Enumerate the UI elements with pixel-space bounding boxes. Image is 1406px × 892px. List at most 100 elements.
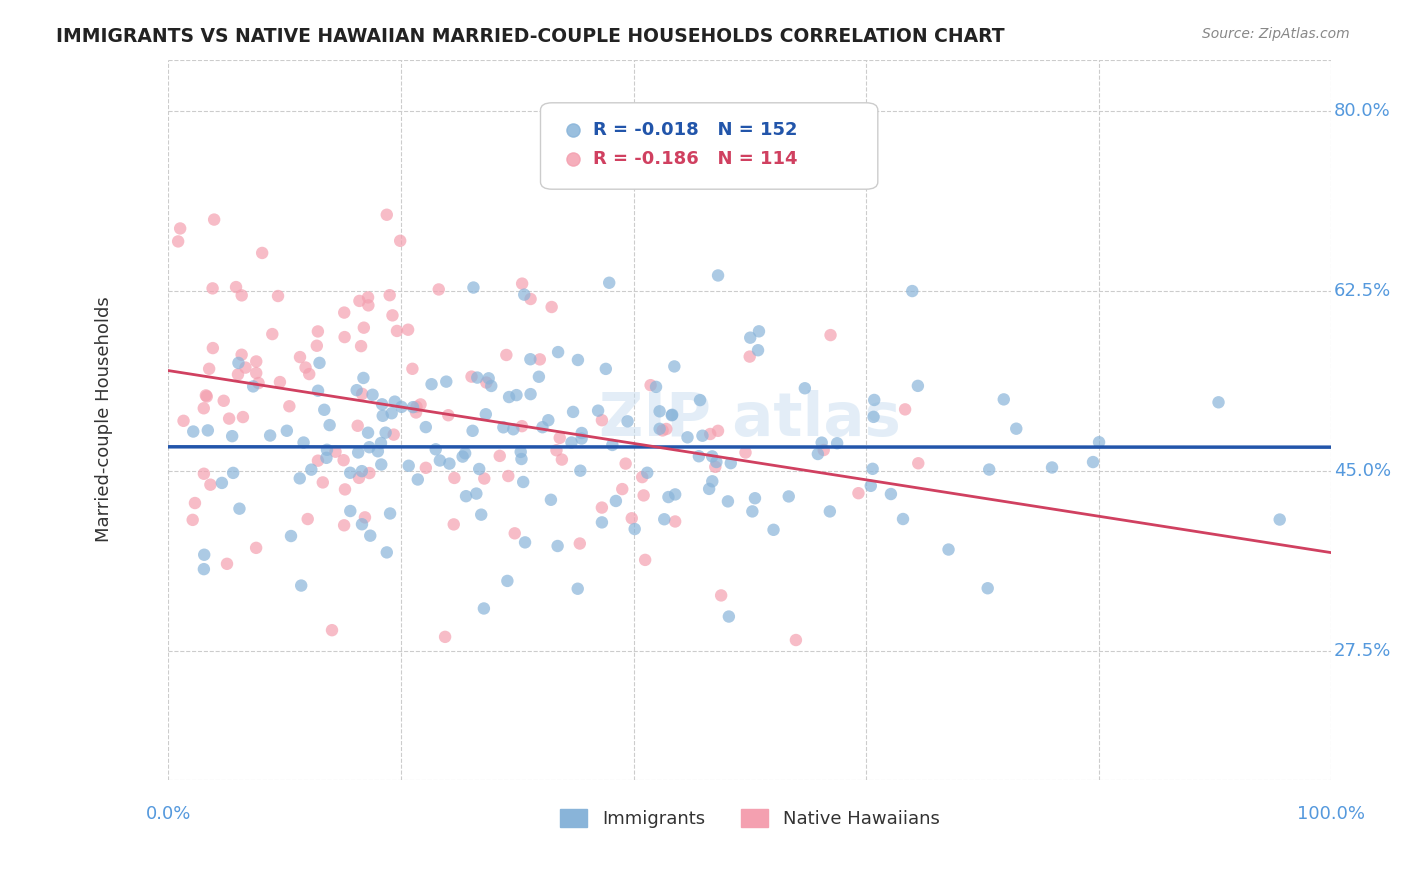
Immigrants [425, 442, 447, 457]
Immigrants [359, 529, 381, 543]
Immigrants [292, 435, 315, 450]
Text: 62.5%: 62.5% [1334, 282, 1391, 300]
Immigrants [439, 457, 461, 471]
Immigrants [1088, 435, 1111, 450]
Native Hawaiians [333, 518, 356, 533]
Immigrants [472, 601, 495, 615]
Immigrants [979, 462, 1001, 476]
Immigrants [465, 486, 488, 500]
Native Hawaiians [510, 419, 533, 434]
Immigrants [605, 494, 627, 508]
Immigrants [384, 394, 406, 409]
Immigrants [741, 504, 763, 518]
Native Hawaiians [381, 309, 404, 323]
Immigrants [339, 504, 361, 518]
Immigrants [276, 424, 298, 438]
Immigrants [290, 578, 312, 592]
Native Hawaiians [297, 512, 319, 526]
Immigrants [1268, 512, 1291, 526]
Immigrants [571, 425, 593, 440]
Native Hawaiians [349, 293, 371, 308]
Native Hawaiians [510, 277, 533, 291]
Immigrants [280, 529, 302, 543]
Native Hawaiians [181, 513, 204, 527]
Native Hawaiians [488, 449, 510, 463]
Native Hawaiians [218, 411, 240, 425]
Native Hawaiians [640, 378, 662, 392]
Immigrants [315, 450, 337, 465]
Point [562, 40, 585, 54]
Native Hawaiians [503, 526, 526, 541]
Point [562, 0, 585, 13]
Immigrants [598, 276, 620, 290]
Immigrants [228, 501, 250, 516]
Native Hawaiians [245, 354, 267, 368]
Native Hawaiians [198, 361, 221, 376]
Immigrants [859, 479, 882, 493]
Immigrants [475, 407, 498, 421]
Native Hawaiians [201, 281, 224, 295]
Native Hawaiians [267, 289, 290, 303]
Immigrants [636, 466, 658, 480]
Immigrants [454, 446, 477, 460]
Native Hawaiians [350, 339, 373, 353]
Immigrants [531, 420, 554, 434]
Native Hawaiians [288, 350, 311, 364]
Immigrants [502, 422, 524, 436]
Native Hawaiians [894, 402, 917, 417]
Native Hawaiians [352, 387, 374, 401]
Immigrants [228, 356, 250, 370]
Immigrants [316, 442, 339, 457]
Immigrants [352, 371, 374, 385]
Native Hawaiians [375, 208, 398, 222]
Immigrants [197, 424, 219, 438]
Immigrants [211, 475, 233, 490]
Text: 45.0%: 45.0% [1334, 462, 1391, 480]
Native Hawaiians [620, 511, 643, 525]
Native Hawaiians [548, 431, 571, 445]
Immigrants [406, 473, 429, 487]
Native Hawaiians [167, 235, 190, 249]
Native Hawaiians [710, 589, 733, 603]
Native Hawaiians [401, 361, 423, 376]
Immigrants [391, 400, 413, 414]
Immigrants [181, 425, 204, 439]
Immigrants [810, 435, 832, 450]
Native Hawaiians [201, 341, 224, 355]
Immigrants [664, 359, 686, 374]
Immigrants [470, 508, 492, 522]
Immigrants [623, 522, 645, 536]
Native Hawaiians [333, 330, 356, 344]
Immigrants [793, 381, 815, 395]
Native Hawaiians [298, 367, 321, 381]
Native Hawaiians [212, 393, 235, 408]
Native Hawaiians [612, 482, 634, 496]
Immigrants [648, 422, 671, 436]
Immigrants [505, 388, 527, 402]
Immigrants [1040, 460, 1063, 475]
Native Hawaiians [247, 376, 270, 390]
Native Hawaiians [294, 360, 316, 375]
Legend: Immigrants, Native Hawaiians: Immigrants, Native Hawaiians [553, 802, 946, 836]
Immigrants [461, 424, 484, 438]
Native Hawaiians [405, 400, 427, 414]
Native Hawaiians [193, 467, 215, 481]
Text: ZIP atlas: ZIP atlas [599, 390, 901, 449]
Native Hawaiians [173, 414, 195, 428]
Native Hawaiians [235, 360, 257, 375]
Immigrants [478, 371, 501, 385]
Native Hawaiians [346, 418, 368, 433]
Immigrants [702, 475, 724, 489]
Immigrants [591, 516, 613, 530]
Native Hawaiians [389, 234, 412, 248]
Native Hawaiians [305, 339, 328, 353]
Native Hawaiians [655, 422, 678, 436]
Native Hawaiians [734, 445, 756, 459]
Immigrants [602, 438, 624, 452]
Immigrants [688, 450, 710, 464]
Native Hawaiians [225, 280, 247, 294]
Native Hawaiians [519, 292, 541, 306]
Immigrants [454, 489, 477, 503]
Immigrants [689, 393, 711, 408]
Immigrants [318, 418, 340, 433]
